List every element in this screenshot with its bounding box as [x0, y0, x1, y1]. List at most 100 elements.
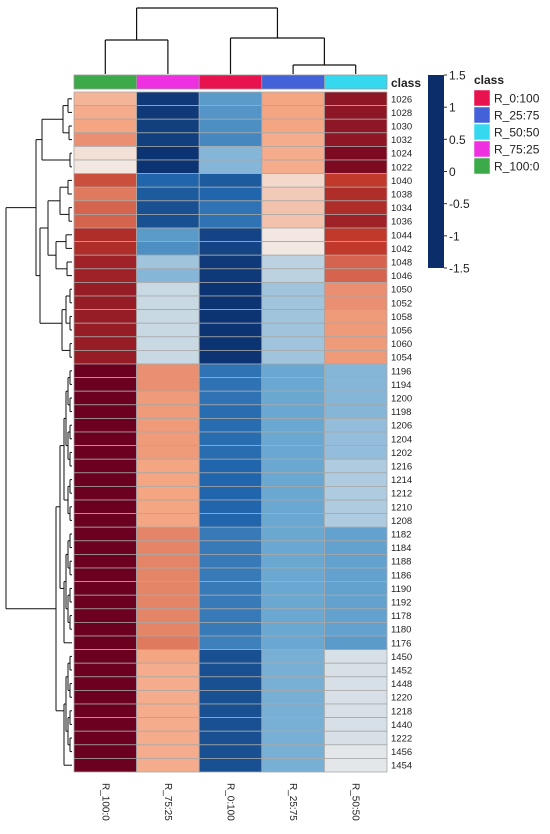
heatmap-cell	[198, 390, 263, 406]
heatmap-cell	[323, 608, 388, 623]
heatmap-cell	[198, 254, 263, 270]
legend-label: R_50:50	[494, 126, 540, 140]
heatmap-cell	[73, 703, 137, 719]
heatmap-cell	[261, 690, 325, 705]
row-label: 1060	[391, 339, 412, 350]
heatmap-cell	[198, 662, 263, 678]
heatmap-cell	[73, 227, 137, 243]
heatmap-cell	[73, 349, 137, 365]
heatmap-cell	[136, 404, 200, 419]
heatmap-cell	[323, 758, 388, 773]
heatmap-cell	[73, 118, 137, 134]
heatmap-cell	[136, 295, 200, 311]
heatmap-cell	[261, 567, 325, 583]
heatmap-cell	[261, 717, 325, 732]
heatmap-cell	[323, 526, 388, 542]
heatmap-cell	[198, 730, 263, 746]
heatmap-cell	[73, 635, 137, 651]
heatmap-cell	[323, 676, 388, 691]
row-label: 1182	[391, 530, 411, 541]
heatmap-cell	[261, 145, 325, 161]
heatmap-cell	[261, 499, 325, 515]
heatmap-cell	[198, 499, 263, 515]
class-bar-cell	[323, 74, 388, 90]
heatmap-cell	[198, 159, 263, 175]
heatmap-cell	[198, 295, 263, 311]
heatmap-cell	[261, 173, 325, 188]
heatmap-cell	[73, 281, 137, 297]
heatmap-cell	[73, 690, 137, 705]
heatmap-cell	[261, 744, 325, 759]
color-scale-bar	[428, 75, 444, 268]
row-label: 1044	[391, 230, 412, 241]
row-labels: 1026 1028 1030 1032 1024 1022 1040 1038 1034 1036…	[391, 94, 412, 771]
heatmap-cell	[73, 363, 137, 379]
legend-label: R_75:25	[494, 143, 540, 157]
row-label: 1216	[391, 462, 412, 473]
heatmap-cell	[323, 254, 388, 270]
row-label: 1448	[391, 679, 412, 690]
heatmap-cell	[198, 349, 263, 365]
row-label: 1026	[391, 94, 412, 105]
heatmap-cell	[323, 540, 388, 555]
heatmap-cell	[198, 132, 263, 147]
heatmap-cell	[73, 173, 137, 188]
heatmap-cell	[136, 594, 200, 610]
legend-label: R_100:0	[494, 160, 540, 174]
scale-tick-label: -0.5	[449, 197, 470, 211]
heatmap-cell	[73, 390, 137, 406]
heatmap-cell	[261, 730, 325, 746]
legend-swatch	[473, 123, 491, 141]
heatmap-cell	[198, 513, 263, 528]
heatmap-cell	[323, 336, 388, 351]
heatmap-cell	[261, 336, 325, 351]
heatmap-cell	[73, 186, 137, 202]
heatmap-cell	[323, 390, 388, 406]
heatmap-cell	[323, 622, 388, 637]
column-label: R_50:50	[350, 783, 361, 821]
heatmap-cell	[73, 717, 137, 732]
heatmap-cell	[73, 268, 137, 283]
scale-tick-label: 0	[449, 165, 456, 179]
row-label: 1054	[391, 353, 412, 364]
heatmap-cell	[323, 690, 388, 705]
heatmap-cell	[136, 445, 200, 460]
heatmap-cell	[323, 295, 388, 311]
row-label: 1178	[391, 611, 411, 622]
heatmap-cell	[198, 417, 263, 433]
heatmap-cell	[73, 526, 137, 542]
class-bar-cell	[198, 74, 263, 90]
scale-tick-label: 1	[449, 101, 456, 115]
heatmap-cell	[136, 200, 200, 215]
heatmap-cell	[73, 132, 137, 147]
heatmap-cell	[198, 445, 263, 460]
heatmap-cell	[261, 526, 325, 542]
heatmap-cell	[136, 281, 200, 297]
row-label: 1180	[391, 625, 411, 636]
heatmap-cell	[136, 145, 200, 161]
heatmap-cell	[198, 91, 263, 107]
heatmap-cell	[73, 758, 137, 773]
heatmap-cell	[136, 213, 200, 229]
heatmap-cell	[73, 295, 137, 311]
heatmap-cell	[136, 417, 200, 433]
heatmap-cell	[73, 744, 137, 759]
row-label: 1218	[391, 706, 412, 717]
heatmap-cell	[136, 431, 200, 447]
row-label: 1214	[391, 475, 412, 486]
heatmap-cell	[73, 485, 137, 501]
heatmap-cell	[261, 635, 325, 651]
heatmap-cell	[323, 485, 388, 501]
heatmap-cell	[136, 173, 200, 188]
heatmap-cell	[323, 309, 388, 324]
heatmap-cell	[198, 676, 263, 691]
heatmap-cell	[136, 581, 200, 596]
heatmap-cell	[323, 241, 388, 256]
heatmap-cell	[261, 540, 325, 555]
column-dendrogram	[104, 7, 357, 74]
heatmap-cell	[198, 554, 263, 569]
heatmap-cell	[136, 526, 200, 542]
row-label: 1222	[391, 734, 412, 745]
heatmap-cells	[73, 91, 388, 773]
heatmap-cell	[198, 227, 263, 243]
